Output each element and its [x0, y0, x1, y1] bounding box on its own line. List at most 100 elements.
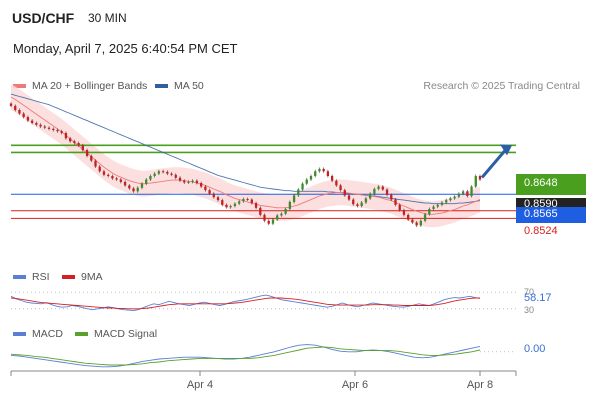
candle-body: [64, 132, 68, 139]
candle-body: [43, 126, 46, 128]
x-axis: Apr 4 Apr 6 Apr 8: [10, 370, 517, 391]
price-tag-pivot-label: 0.8565: [524, 208, 558, 220]
candle-body: [187, 181, 190, 183]
candle-body: [402, 210, 406, 215]
candle-body: [288, 201, 292, 209]
candle-body: [390, 194, 393, 200]
candle-body: [14, 105, 17, 111]
candle-body: [115, 178, 118, 180]
candle-body: [343, 190, 346, 196]
candle-body: [436, 204, 439, 207]
candle-body: [478, 175, 482, 180]
candle-body: [145, 179, 148, 184]
candle-body: [107, 174, 110, 176]
candle-body: [183, 180, 186, 183]
candle-body: [140, 183, 144, 188]
candle-body: [423, 214, 427, 221]
macd-signal-swatch: [75, 332, 88, 337]
candle-body: [394, 199, 397, 205]
macd-swatch: [13, 332, 26, 337]
candle-body: [111, 175, 114, 179]
candle-body: [318, 168, 321, 172]
x-tick-label: Apr 4: [187, 379, 213, 391]
candle-body: [407, 214, 410, 220]
candle-body: [77, 143, 80, 146]
legend-ma20-label: MA 20 + Bollinger Bands: [32, 80, 148, 92]
candle-body: [102, 171, 106, 175]
candle-body: [461, 191, 465, 194]
candle-body: [411, 219, 414, 223]
candle-body: [314, 171, 317, 176]
candle-body: [30, 120, 34, 123]
candle-body: [292, 195, 296, 202]
candle-body: [457, 193, 461, 197]
candle-body: [9, 103, 13, 106]
macd-signal-line: [10, 346, 481, 366]
candle-body: [360, 202, 363, 207]
candle-body: [415, 222, 418, 226]
ma20-line: [10, 96, 481, 215]
candle-body: [242, 198, 245, 202]
forecast-arrow-shaft: [480, 148, 508, 179]
candle-body: [52, 128, 55, 131]
rsi-ma-line: [10, 297, 480, 310]
candle-body: [373, 188, 376, 194]
ma50-line: [10, 93, 481, 205]
candle-body: [276, 215, 279, 220]
candle-body: [204, 186, 207, 191]
price-pane: [9, 84, 516, 228]
candle-body: [250, 199, 253, 204]
candle-body: [98, 166, 101, 172]
candle-body: [47, 127, 51, 129]
legend-macd-label: MACD: [32, 328, 63, 340]
legend-rsi-ma: 9MA: [62, 271, 103, 283]
x-tick-label: Apr 8: [467, 379, 493, 391]
candle-body: [161, 171, 165, 173]
candle-body: [419, 220, 422, 226]
timeframe-label: 30 MIN: [88, 11, 127, 25]
candle-body: [453, 196, 456, 199]
legend-ma50-label: MA 50: [174, 80, 204, 92]
price-tag-resistance: 0.8648: [516, 174, 586, 195]
candle-body: [94, 160, 97, 167]
candle-body: [238, 201, 241, 204]
candle-body: [347, 195, 351, 200]
x-tick-label: Apr 6: [342, 379, 368, 391]
candle-body: [246, 198, 249, 200]
candle-body: [267, 220, 270, 224]
candle-body: [216, 197, 220, 201]
candle-body: [284, 208, 287, 214]
candle-body: [170, 173, 173, 175]
candle-body: [199, 183, 203, 187]
candle-body: [326, 171, 330, 176]
candle-body: [225, 204, 228, 208]
rsi-swatch: [13, 275, 26, 280]
rsi-guide-label-30: 30: [524, 305, 534, 315]
candle-body: [22, 113, 25, 118]
candle-body: [212, 193, 215, 198]
candle-body: [69, 138, 72, 142]
candle-body: [81, 145, 84, 151]
candle-body: [56, 130, 59, 132]
candle-body: [26, 117, 30, 121]
rsi-pane: 70 30: [10, 287, 534, 315]
legend-rsi-label: RSI: [32, 271, 50, 283]
macd-value-tag: 0.00: [524, 343, 546, 355]
candle-body: [381, 186, 384, 190]
rsi-guide-label-70: 70: [524, 287, 534, 297]
candle-body: [229, 206, 232, 208]
candle-body: [398, 204, 401, 211]
candle-body: [195, 180, 199, 184]
candle-body: [330, 175, 334, 181]
price-tag-resistance-label: 0.8648: [524, 177, 558, 189]
candle-body: [449, 198, 452, 201]
candle-body: [297, 189, 300, 196]
candle-body: [35, 122, 38, 125]
candle-body: [466, 191, 469, 197]
candle-body: [322, 168, 325, 172]
rsi-ma-swatch: [62, 275, 75, 280]
candle-body: [445, 200, 448, 203]
rsi-line: [10, 294, 481, 311]
candle-body: [474, 175, 477, 187]
candle-body: [233, 203, 237, 207]
